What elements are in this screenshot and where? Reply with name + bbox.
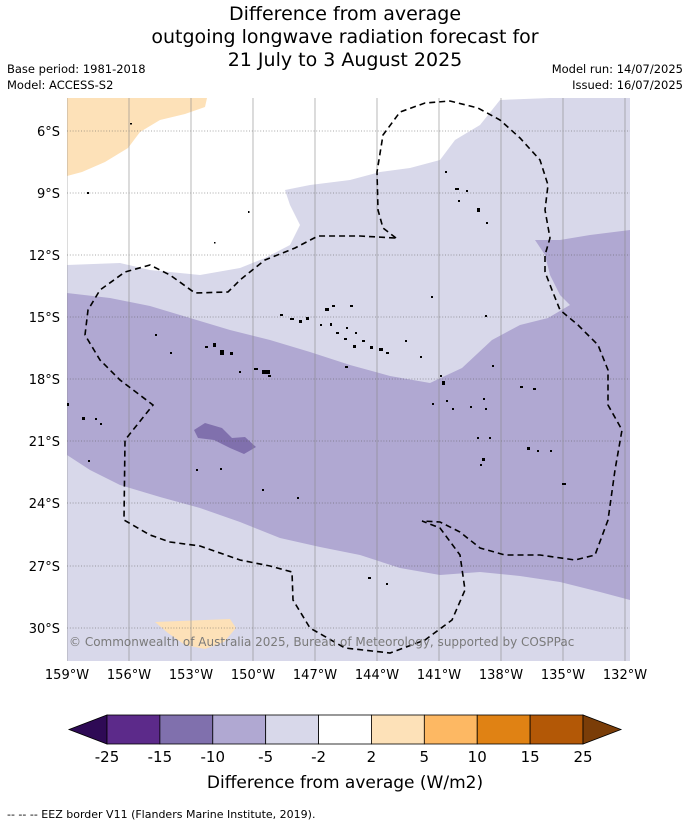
colorbar-segment: [476, 714, 531, 745]
lat-label: 18°S: [29, 373, 60, 388]
colorbar-label: -25: [95, 748, 120, 766]
colorbar-segment: [265, 714, 319, 745]
colorbar-segment: [529, 714, 584, 745]
eez-footnote: -- -- -- EEZ border V11 (Flanders Marine…: [7, 808, 316, 821]
lat-label: 27°S: [29, 560, 60, 575]
lat-label: 15°S: [29, 311, 60, 326]
colorbar-segment: [371, 714, 425, 745]
lat-label: 9°S: [37, 187, 60, 202]
lat-label: 21°S: [29, 435, 60, 450]
copyright-notice: © Commonwealth of Australia 2025, Bureau…: [69, 635, 574, 649]
islands: [67, 123, 566, 585]
anomaly-region-dark: [194, 423, 256, 454]
colorbar-label: -5: [258, 748, 273, 766]
title-line-1: Difference from average: [228, 3, 462, 25]
latitude-labels: 6°S 9°S 12°S 15°S 18°S 21°S 24°S 27°S 30…: [29, 125, 60, 637]
lon-label: 156°W: [107, 668, 151, 683]
base-period: Base period: 1981-2018: [7, 62, 146, 76]
lon-label: 150°W: [231, 668, 275, 683]
colorbar-label: -10: [201, 748, 226, 766]
lon-label: 153°W: [169, 668, 213, 683]
colorbar: -25 -15 -10 -5 -2 2 5 10 15 25: [67, 714, 623, 766]
lat-label: 12°S: [29, 249, 60, 264]
colorbar-segment: [106, 714, 161, 745]
colorbar-label: 25: [573, 748, 592, 766]
colorbar-label: -15: [148, 748, 173, 766]
lat-label: 6°S: [37, 125, 60, 140]
colorbar-segment: [423, 714, 478, 745]
colorbar-label: 10: [468, 748, 487, 766]
eez-border-cook-islands: [84, 235, 466, 654]
model-name: Model: ACCESS-S2: [7, 78, 114, 92]
issued-date: Issued: 16/07/2025: [572, 78, 683, 92]
colorbar-label: 5: [420, 748, 430, 766]
model-run: Model run: 14/07/2025: [551, 62, 683, 76]
colorbar-label: 2: [367, 748, 377, 766]
eez-border-french-polynesia: [376, 100, 623, 561]
lat-label: 30°S: [29, 622, 60, 637]
lon-label: 135°W: [541, 668, 585, 683]
positive-anomaly-north: [67, 98, 207, 176]
colorbar-label: 15: [521, 748, 540, 766]
lon-label: 132°W: [603, 668, 647, 683]
lon-label: 144°W: [355, 668, 399, 683]
lon-label: 147°W: [293, 668, 337, 683]
map-area: [67, 98, 630, 661]
colorbar-segment: [212, 714, 267, 745]
lat-label: 24°S: [29, 497, 60, 512]
graticule: [67, 98, 630, 661]
colorbar-extend-low: [67, 714, 108, 745]
title-line-3: 21 July to 3 August 2025: [227, 49, 463, 71]
longitude-labels: 159°W 156°W 153°W 150°W 147°W 144°W 141°…: [45, 668, 647, 683]
lon-label: 159°W: [45, 668, 89, 683]
lon-label: 141°W: [417, 668, 461, 683]
colorbar-segment: [318, 714, 372, 745]
lon-label: 138°W: [479, 668, 523, 683]
colorbar-title: Difference from average (W/m2): [207, 773, 483, 793]
anomaly-region-medium: [67, 230, 630, 600]
eez-borders: [84, 100, 623, 654]
positive-anomaly-south: [155, 619, 236, 649]
title-line-2: outgoing longwave radiation forecast for: [151, 26, 539, 48]
colorbar-extend-high: [582, 714, 623, 745]
colorbar-label: -2: [311, 748, 326, 766]
colorbar-segment: [159, 714, 214, 745]
